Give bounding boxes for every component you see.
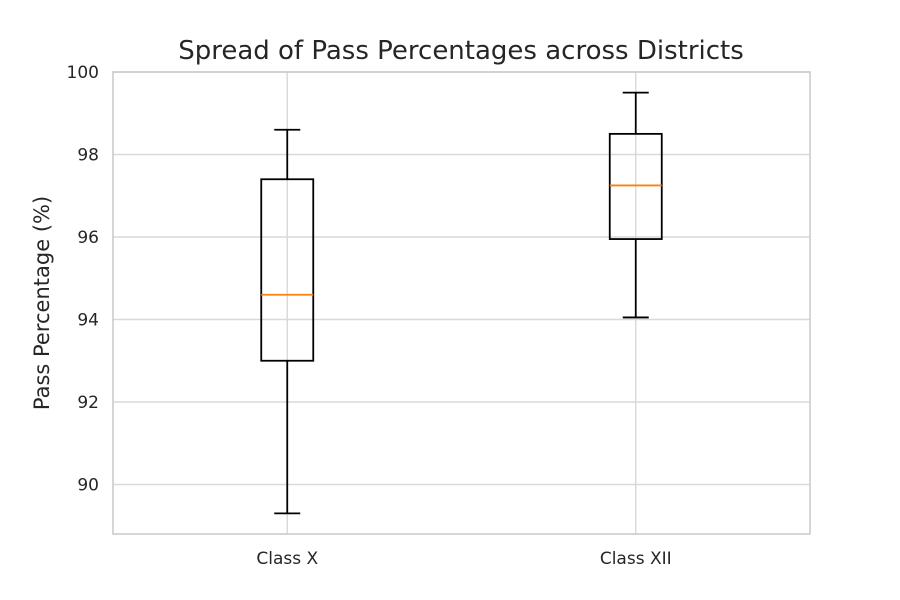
- y-tick-label: 92: [77, 393, 99, 413]
- iqr-box: [608, 132, 663, 240]
- box-group: [260, 128, 315, 515]
- plot-frame: [112, 71, 811, 535]
- boxes: [260, 91, 663, 515]
- tick-labels: 90 92 94 96 98 100 Class X Class XII: [67, 63, 672, 569]
- y-axis-label: Pass Percentage (%): [30, 196, 54, 410]
- y-tick-label: 94: [77, 311, 99, 331]
- grid: [113, 71, 810, 534]
- box-group: [608, 91, 663, 319]
- x-tick-label: Class XII: [600, 549, 672, 569]
- x-tick-label: Class X: [256, 549, 318, 569]
- y-tick-label: 100: [67, 63, 99, 83]
- y-tick-label: 98: [77, 146, 99, 166]
- y-tick-label: 90: [77, 476, 99, 496]
- iqr-box: [260, 178, 315, 362]
- chart-title: Spread of Pass Percentages across Distri…: [178, 36, 744, 66]
- y-tick-label: 96: [77, 228, 99, 248]
